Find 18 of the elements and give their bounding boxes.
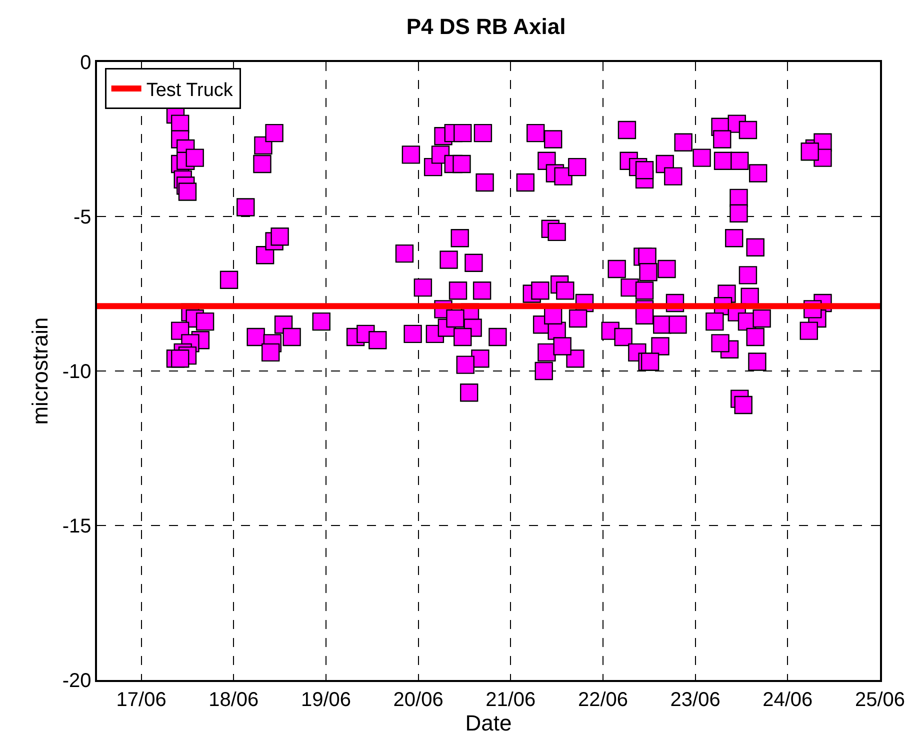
x-tick-label: 17/06	[116, 688, 166, 711]
x-tick-label: 21/06	[486, 688, 536, 711]
y-tick-label: -5	[73, 206, 92, 228]
y-axis-title: microstrain	[28, 317, 53, 425]
y-tick-label: 0	[80, 52, 92, 74]
x-tick-label: 18/06	[208, 688, 259, 711]
x-tick-label: 23/06	[670, 688, 720, 711]
x-tick-label: 24/06	[762, 688, 813, 711]
y-tick-label: -10	[62, 361, 92, 383]
x-tick-label: 19/06	[300, 688, 352, 711]
y-tick-label: -20	[62, 670, 92, 692]
x-tick-label: 25/06	[854, 688, 906, 711]
x-axis-title: Date	[465, 710, 512, 736]
legend-label: Test Truck	[146, 80, 234, 101]
x-tick-label: 20/06	[393, 688, 444, 711]
y-tick-label: -15	[62, 516, 92, 538]
chart-title: P4 DS RB Axial	[406, 14, 566, 40]
x-tick-label: 22/06	[578, 688, 628, 711]
